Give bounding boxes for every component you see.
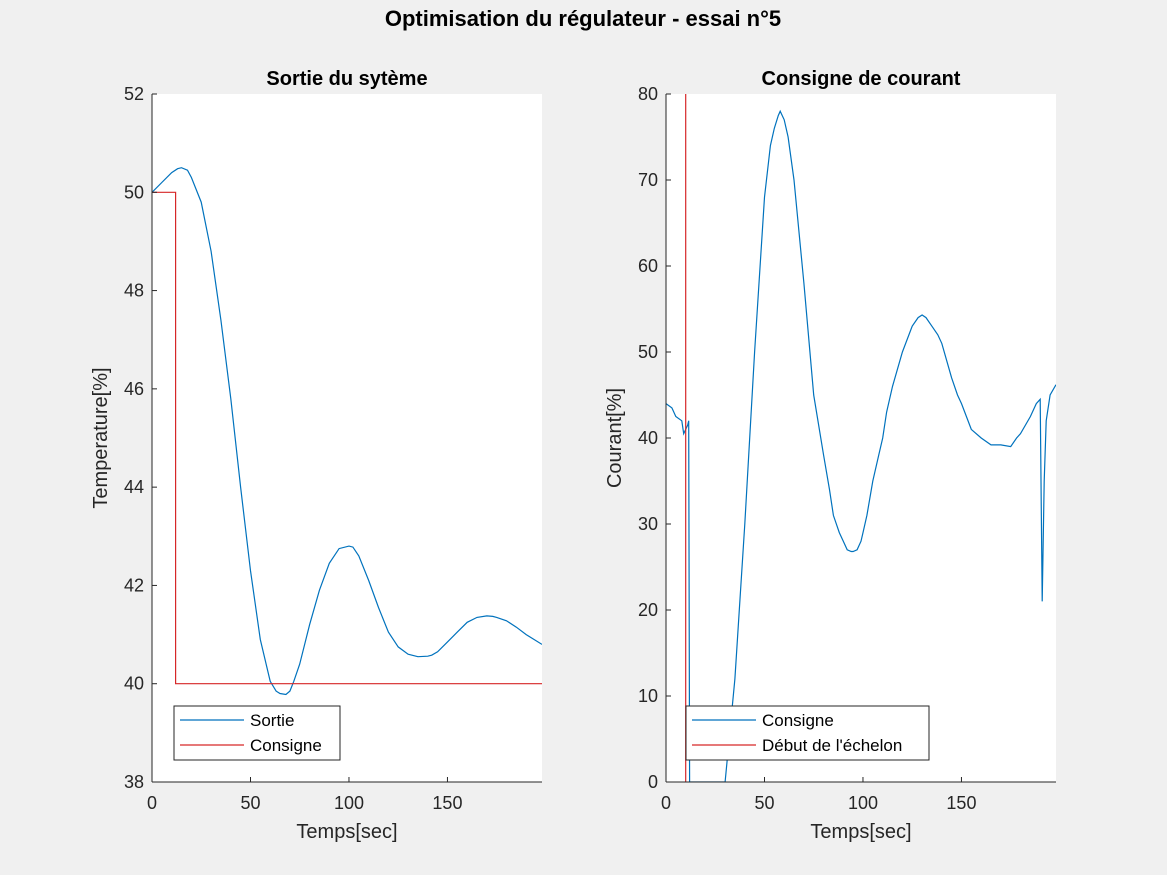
y-tick-label: 38 [124, 772, 144, 792]
plot-area [152, 94, 542, 782]
subplot-title: Consigne de courant [762, 68, 961, 90]
y-tick-label: 70 [638, 170, 658, 190]
legend-box [685, 705, 930, 761]
y-tick-label: 0 [648, 772, 658, 792]
series-line-0 [666, 109, 1056, 782]
axes-left: Sortie du sytème 0 50 100 150 38 40 42 44 46 48 50 5… [90, 68, 542, 843]
legend-label: Consigne [250, 736, 322, 755]
y-tick-label: 50 [638, 342, 658, 362]
y-tick-label: 40 [638, 428, 658, 448]
x-tick-label: 50 [240, 793, 260, 813]
plot-area [666, 94, 1056, 782]
y-tick-label: 40 [124, 674, 144, 694]
y-tick-label: 30 [638, 514, 658, 534]
x-axis-label: Temps[sec] [810, 821, 911, 843]
axes-right: Consigne de courant 0 50 100 150 0 10 20 30 40 50 6… [604, 68, 1056, 843]
legend-label: Consigne [762, 711, 834, 730]
series-line-0 [152, 167, 542, 696]
legend: Consigne Début de l'échelon [685, 705, 930, 761]
y-tick-label: 44 [124, 477, 144, 497]
subplot-title: Sortie du sytème [266, 68, 427, 90]
y-tick-label: 48 [124, 281, 144, 301]
legend: Sortie Consigne [173, 705, 341, 761]
x-tick-label: 0 [661, 793, 671, 813]
y-axis-label: Courant[%] [604, 388, 626, 488]
y-tick-label: 42 [124, 575, 144, 595]
y-tick-label: 20 [638, 600, 658, 620]
legend-box [173, 705, 341, 761]
x-tick-label: 0 [147, 793, 157, 813]
x-tick-label: 150 [432, 793, 462, 813]
x-tick-label: 150 [946, 793, 976, 813]
y-tick-label: 60 [638, 256, 658, 276]
y-tick-label: 80 [638, 84, 658, 104]
y-tick-label: 50 [124, 182, 144, 202]
x-tick-label: 100 [848, 793, 878, 813]
x-tick-label: 50 [754, 793, 774, 813]
legend-label: Début de l'échelon [762, 736, 902, 755]
legend-label: Sortie [250, 711, 294, 730]
y-tick-label: 52 [124, 84, 144, 104]
y-axis-label: Temperature[%] [90, 367, 112, 508]
x-axis-label: Temps[sec] [296, 821, 397, 843]
y-tick-label: 10 [638, 686, 658, 706]
figure-title: Optimisation du régulateur - essai n°5 [385, 6, 781, 31]
y-tick-label: 46 [124, 379, 144, 399]
x-tick-label: 100 [334, 793, 364, 813]
series-line-1 [152, 191, 542, 685]
